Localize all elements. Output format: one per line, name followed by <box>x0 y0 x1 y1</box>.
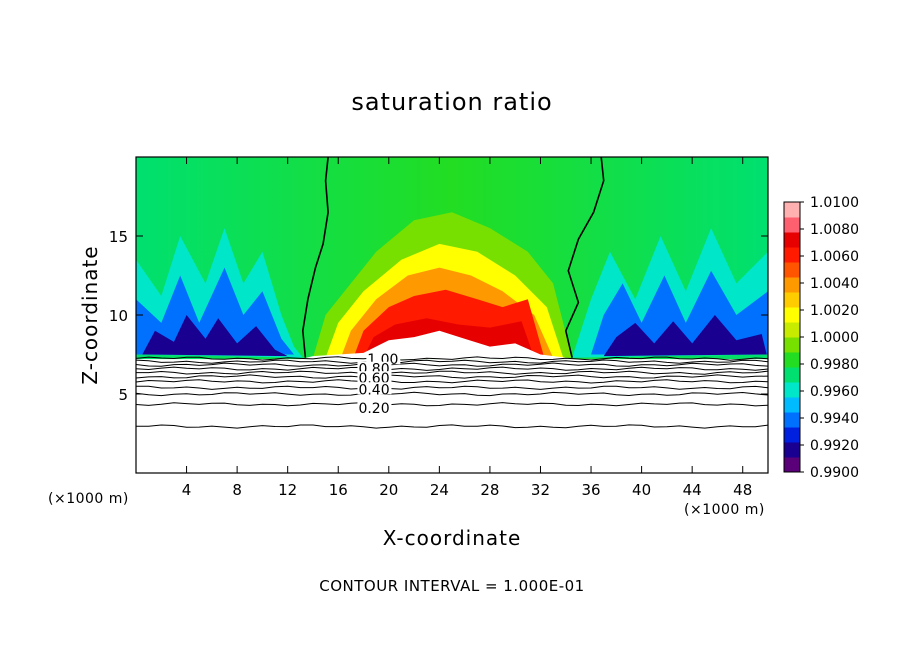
contour-label-bg <box>357 371 392 384</box>
contour-line <box>135 359 769 364</box>
colorbar-swatch <box>784 412 800 428</box>
contour-label-bg <box>357 401 392 414</box>
x-tick-label: 48 <box>733 481 752 499</box>
contour-label: 0.20 <box>358 401 389 417</box>
contour-line <box>135 379 769 384</box>
contour-line <box>135 402 769 407</box>
colorbar-swatch <box>784 457 800 473</box>
colorbar-label: 1.0060 <box>810 249 859 265</box>
colorbar-label: 1.0080 <box>810 222 859 238</box>
x-tick-label: 12 <box>278 481 297 499</box>
chart-title: saturation ratio <box>351 88 553 116</box>
colorbar-swatch <box>784 217 800 233</box>
colorbar-label: 0.9980 <box>810 357 859 373</box>
colorbar-swatch <box>784 337 800 353</box>
x-axis-label: X-coordinate <box>382 526 522 550</box>
colorbar-label: 1.0000 <box>810 330 859 346</box>
contour-line <box>135 356 769 361</box>
x-tick-label: 32 <box>531 481 550 499</box>
colorbar-swatch <box>784 262 800 278</box>
x-tick-label: 20 <box>379 481 398 499</box>
x-tick-label: 36 <box>581 481 600 499</box>
dry-lobe-core-2 <box>603 315 767 357</box>
x-tick-label: 4 <box>182 481 192 499</box>
x-tick-label: 8 <box>232 481 242 499</box>
colorbar-label: 1.0100 <box>810 195 859 211</box>
contour-line <box>135 424 769 429</box>
colorbar-swatch <box>784 202 800 218</box>
contour-line <box>136 385 769 390</box>
x-unit-label-right: (×1000 m) <box>684 502 765 518</box>
contour-label-bg <box>357 361 392 374</box>
contour-label: 0.40 <box>358 382 389 398</box>
x-unit-label-left: (×1000 m) <box>48 491 129 507</box>
contour-line <box>135 374 769 379</box>
x-tick-label: 40 <box>632 481 651 499</box>
colorbar-swatch <box>784 382 800 398</box>
colorbar-label: 0.9940 <box>810 411 859 427</box>
lower-domain <box>136 359 768 473</box>
colorbar-label: 0.9920 <box>810 438 859 454</box>
colorbar-swatch <box>784 367 800 383</box>
saturation-boundary-left <box>301 156 329 358</box>
colorbar-label: 0.9960 <box>810 384 859 400</box>
contour-interval-note: CONTOUR INTERVAL = 1.000E-01 <box>319 577 585 595</box>
contour-line <box>136 370 769 375</box>
cloud-region <box>300 330 579 360</box>
saturation-boundary-right <box>564 156 605 358</box>
colorbar-swatch <box>784 397 800 413</box>
contour-line <box>135 391 769 397</box>
contour-line <box>135 362 769 367</box>
colorbar-swatch <box>784 277 800 293</box>
colorbar-swatch <box>784 232 800 248</box>
contour-label-bg <box>357 382 392 395</box>
colorbar-swatch <box>784 247 800 263</box>
x-tick-label: 24 <box>430 481 449 499</box>
y-tick-label: 15 <box>109 228 128 246</box>
plot-area: 1.000.800.600.400.20 <box>135 156 769 473</box>
y-axis-label: Z-coordinate <box>78 245 102 385</box>
x-tick-label: 44 <box>683 481 702 499</box>
colorbar: 1.0100 1.0080 1.0060 1.0040 1.0020 1.0000 0.99… <box>783 195 859 481</box>
colorbar-swatch <box>784 352 800 368</box>
colorbar-label: 1.0040 <box>810 276 859 292</box>
colorbar-label: 0.9900 <box>810 465 859 481</box>
contour-label-bg <box>366 352 401 365</box>
y-tick-label: 10 <box>109 307 128 325</box>
x-tick-label: 28 <box>480 481 499 499</box>
y-tick-label: 5 <box>118 386 128 404</box>
colorbar-swatch <box>784 427 800 443</box>
contour-line <box>135 366 769 371</box>
colorbar-label: 1.0020 <box>810 303 859 319</box>
x-tick-label: 16 <box>329 481 348 499</box>
colorbar-swatch <box>784 442 800 458</box>
colorbar-swatch <box>784 292 800 308</box>
dry-lobe-core-1 <box>142 315 288 357</box>
colorbar-swatch <box>784 322 800 338</box>
colorbar-swatch <box>784 307 800 323</box>
